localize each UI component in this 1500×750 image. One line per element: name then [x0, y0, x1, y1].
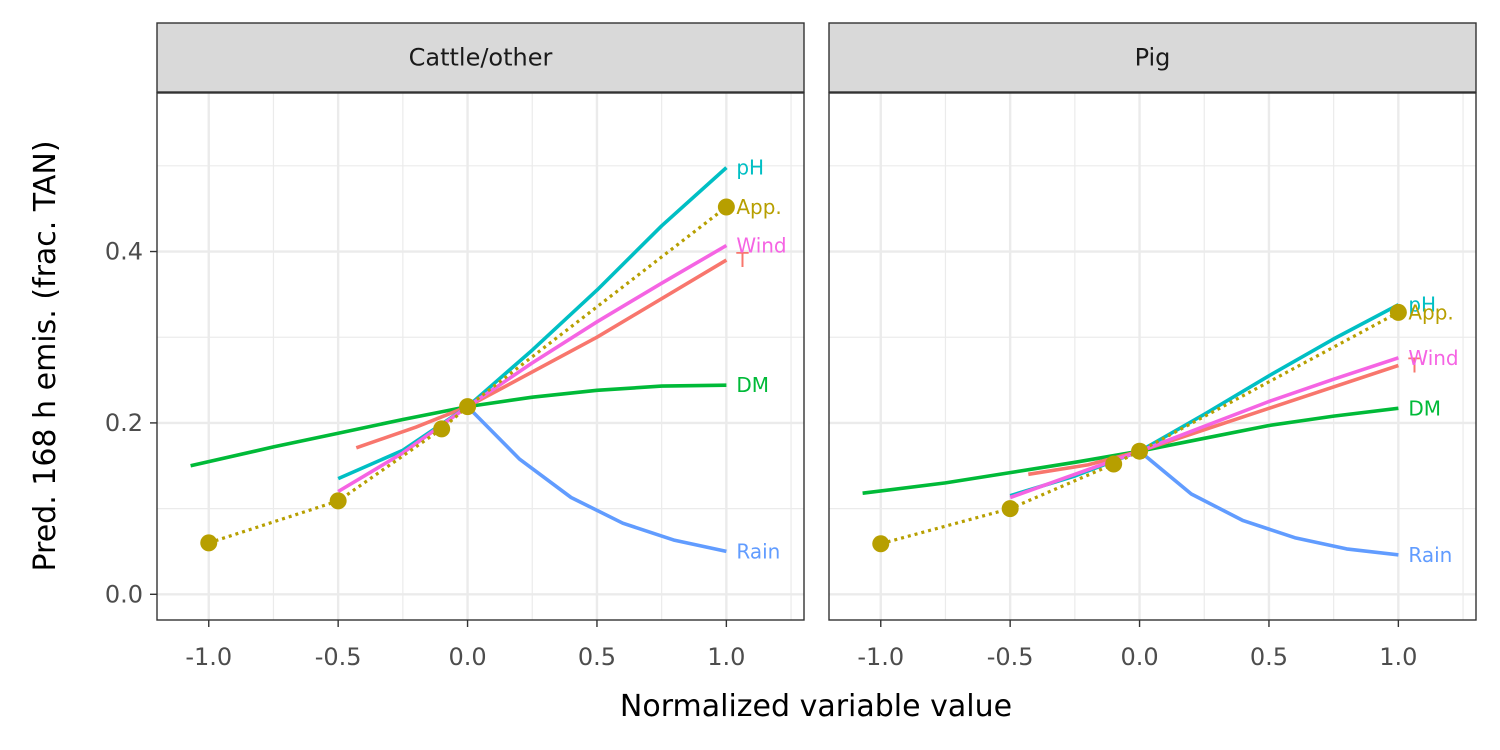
facet-strip: [828, 22, 1477, 93]
panel-border: [156, 92, 805, 621]
x-tick-label: 0.5: [1250, 643, 1288, 671]
app-data-point: [459, 398, 477, 416]
app-data-point: [433, 420, 451, 438]
y-axis-title: Pred. 168 h emis. (frac. TAN): [28, 140, 63, 571]
series-label: DM: [736, 373, 769, 397]
series-line-ph: [337, 166, 728, 481]
series-label: T: [1407, 353, 1421, 377]
series-line-wind: [337, 243, 728, 494]
y-tick-label: 0.4: [105, 238, 143, 266]
series-line-rain: [466, 405, 727, 554]
x-axis-title: Normalized variable value: [620, 689, 1012, 724]
series-line-rain: [1138, 449, 1399, 557]
panel-border: [828, 92, 1477, 621]
series-label: Wind: [1408, 346, 1458, 370]
x-tick-label: -0.5: [987, 643, 1034, 671]
y-tick-label: 0.2: [105, 409, 143, 437]
app-data-point: [329, 492, 347, 510]
series-label: Wind: [736, 234, 786, 258]
app-data-point: [1001, 500, 1019, 518]
app-data-point: [200, 534, 218, 552]
x-tick-label: -1.0: [185, 643, 232, 671]
x-tick-label: -1.0: [857, 643, 904, 671]
app-data-point: [872, 535, 890, 553]
series-label: Rain: [1408, 543, 1452, 567]
series-label: Rain: [736, 539, 780, 563]
app-data-point: [1131, 442, 1149, 460]
y-tick-label: 0.0: [105, 580, 143, 608]
plot-background: [829, 93, 1476, 620]
series-label: pH: [736, 156, 764, 180]
x-tick-label: -0.5: [315, 643, 362, 671]
app-data-point: [1105, 455, 1123, 473]
x-tick-label: 1.0: [707, 643, 745, 671]
app-data-point: [1389, 303, 1407, 321]
series-label: pH: [1408, 293, 1436, 317]
series-label: T: [735, 248, 749, 272]
plot-background: [157, 93, 804, 620]
facet-panel-cattle-other: Cattle/other DM TpH Wind Rain App. -1.0 -0.5 0.0…: [156, 22, 805, 671]
series-label: App.: [736, 195, 781, 219]
facet-strip: [156, 22, 805, 93]
x-tick-label: 0.0: [448, 643, 486, 671]
facet-panel-pig: Pig DM TpH Wind Rain App. -1.0 -0.5 0.0 0.5 1.0: [828, 22, 1477, 671]
app-data-point: [717, 198, 735, 216]
x-tick-label: 1.0: [1379, 643, 1417, 671]
series-label: App.: [1408, 300, 1453, 324]
facet-strip-label: Pig: [1135, 44, 1171, 72]
x-tick-label: 0.0: [1120, 643, 1158, 671]
series-label: DM: [1408, 396, 1441, 420]
x-tick-label: 0.5: [578, 643, 616, 671]
series-line-wind: [1009, 356, 1399, 500]
facet-strip-label: Cattle/other: [409, 44, 553, 72]
